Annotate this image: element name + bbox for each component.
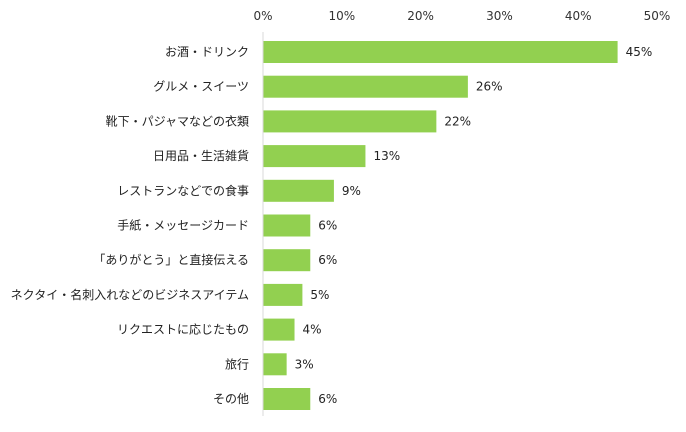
data-label: 4% bbox=[303, 323, 322, 337]
bars bbox=[263, 41, 618, 410]
bar bbox=[263, 179, 334, 202]
data-label: 3% bbox=[295, 357, 314, 371]
data-label: 6% bbox=[318, 219, 337, 233]
category-label: グルメ・スイーツ bbox=[153, 80, 249, 94]
category-label: ネクタイ・名刺入れなどのビジネスアイテム bbox=[11, 287, 249, 302]
x-axis-ticks: 0% 10% 20% 30% 40% 50% bbox=[253, 9, 670, 23]
category-label: レストランなどでの食事 bbox=[117, 183, 249, 198]
category-label: 手紙・メッセージカード bbox=[117, 218, 249, 233]
data-label: 9% bbox=[342, 184, 361, 198]
x-tick-label: 50% bbox=[644, 9, 671, 23]
data-label: 13% bbox=[373, 149, 400, 163]
data-label: 6% bbox=[318, 253, 337, 267]
x-tick-label: 40% bbox=[565, 9, 592, 23]
category-label: 旅行 bbox=[225, 357, 249, 371]
bar bbox=[263, 145, 366, 168]
category-label: 靴下・パジャマなどの衣類 bbox=[106, 113, 249, 128]
data-labels: 45% 26% 22% 13% 9% 6% 6% 5% 4% 3% 6% bbox=[295, 45, 653, 406]
x-tick-label: 20% bbox=[407, 9, 434, 23]
bar bbox=[263, 214, 311, 237]
bar bbox=[263, 318, 295, 341]
bar bbox=[263, 110, 437, 133]
data-label: 22% bbox=[444, 114, 471, 128]
data-label: 5% bbox=[310, 288, 329, 302]
x-tick-label: 10% bbox=[328, 9, 355, 23]
bar bbox=[263, 75, 468, 98]
category-label: 日用品・生活雑貨 bbox=[153, 148, 249, 163]
data-label: 26% bbox=[476, 80, 503, 94]
bar bbox=[263, 283, 303, 306]
x-tick-label: 0% bbox=[253, 9, 272, 23]
x-tick-label: 30% bbox=[486, 9, 513, 23]
category-label: その他 bbox=[213, 392, 249, 406]
bar bbox=[263, 353, 287, 376]
data-label: 6% bbox=[318, 392, 337, 406]
bar bbox=[263, 41, 618, 63]
data-label: 45% bbox=[626, 45, 653, 59]
category-label: 「ありがとう」と直接伝える bbox=[93, 252, 249, 267]
category-labels: お酒・ドリンクグルメ・スイーツ靴下・パジャマなどの衣類日用品・生活雑貨レストラン… bbox=[11, 45, 249, 406]
bar bbox=[263, 249, 311, 272]
category-label: お酒・ドリンク bbox=[165, 45, 249, 59]
category-label: リクエストに応じたもの bbox=[117, 323, 249, 337]
bar bbox=[263, 388, 311, 410]
